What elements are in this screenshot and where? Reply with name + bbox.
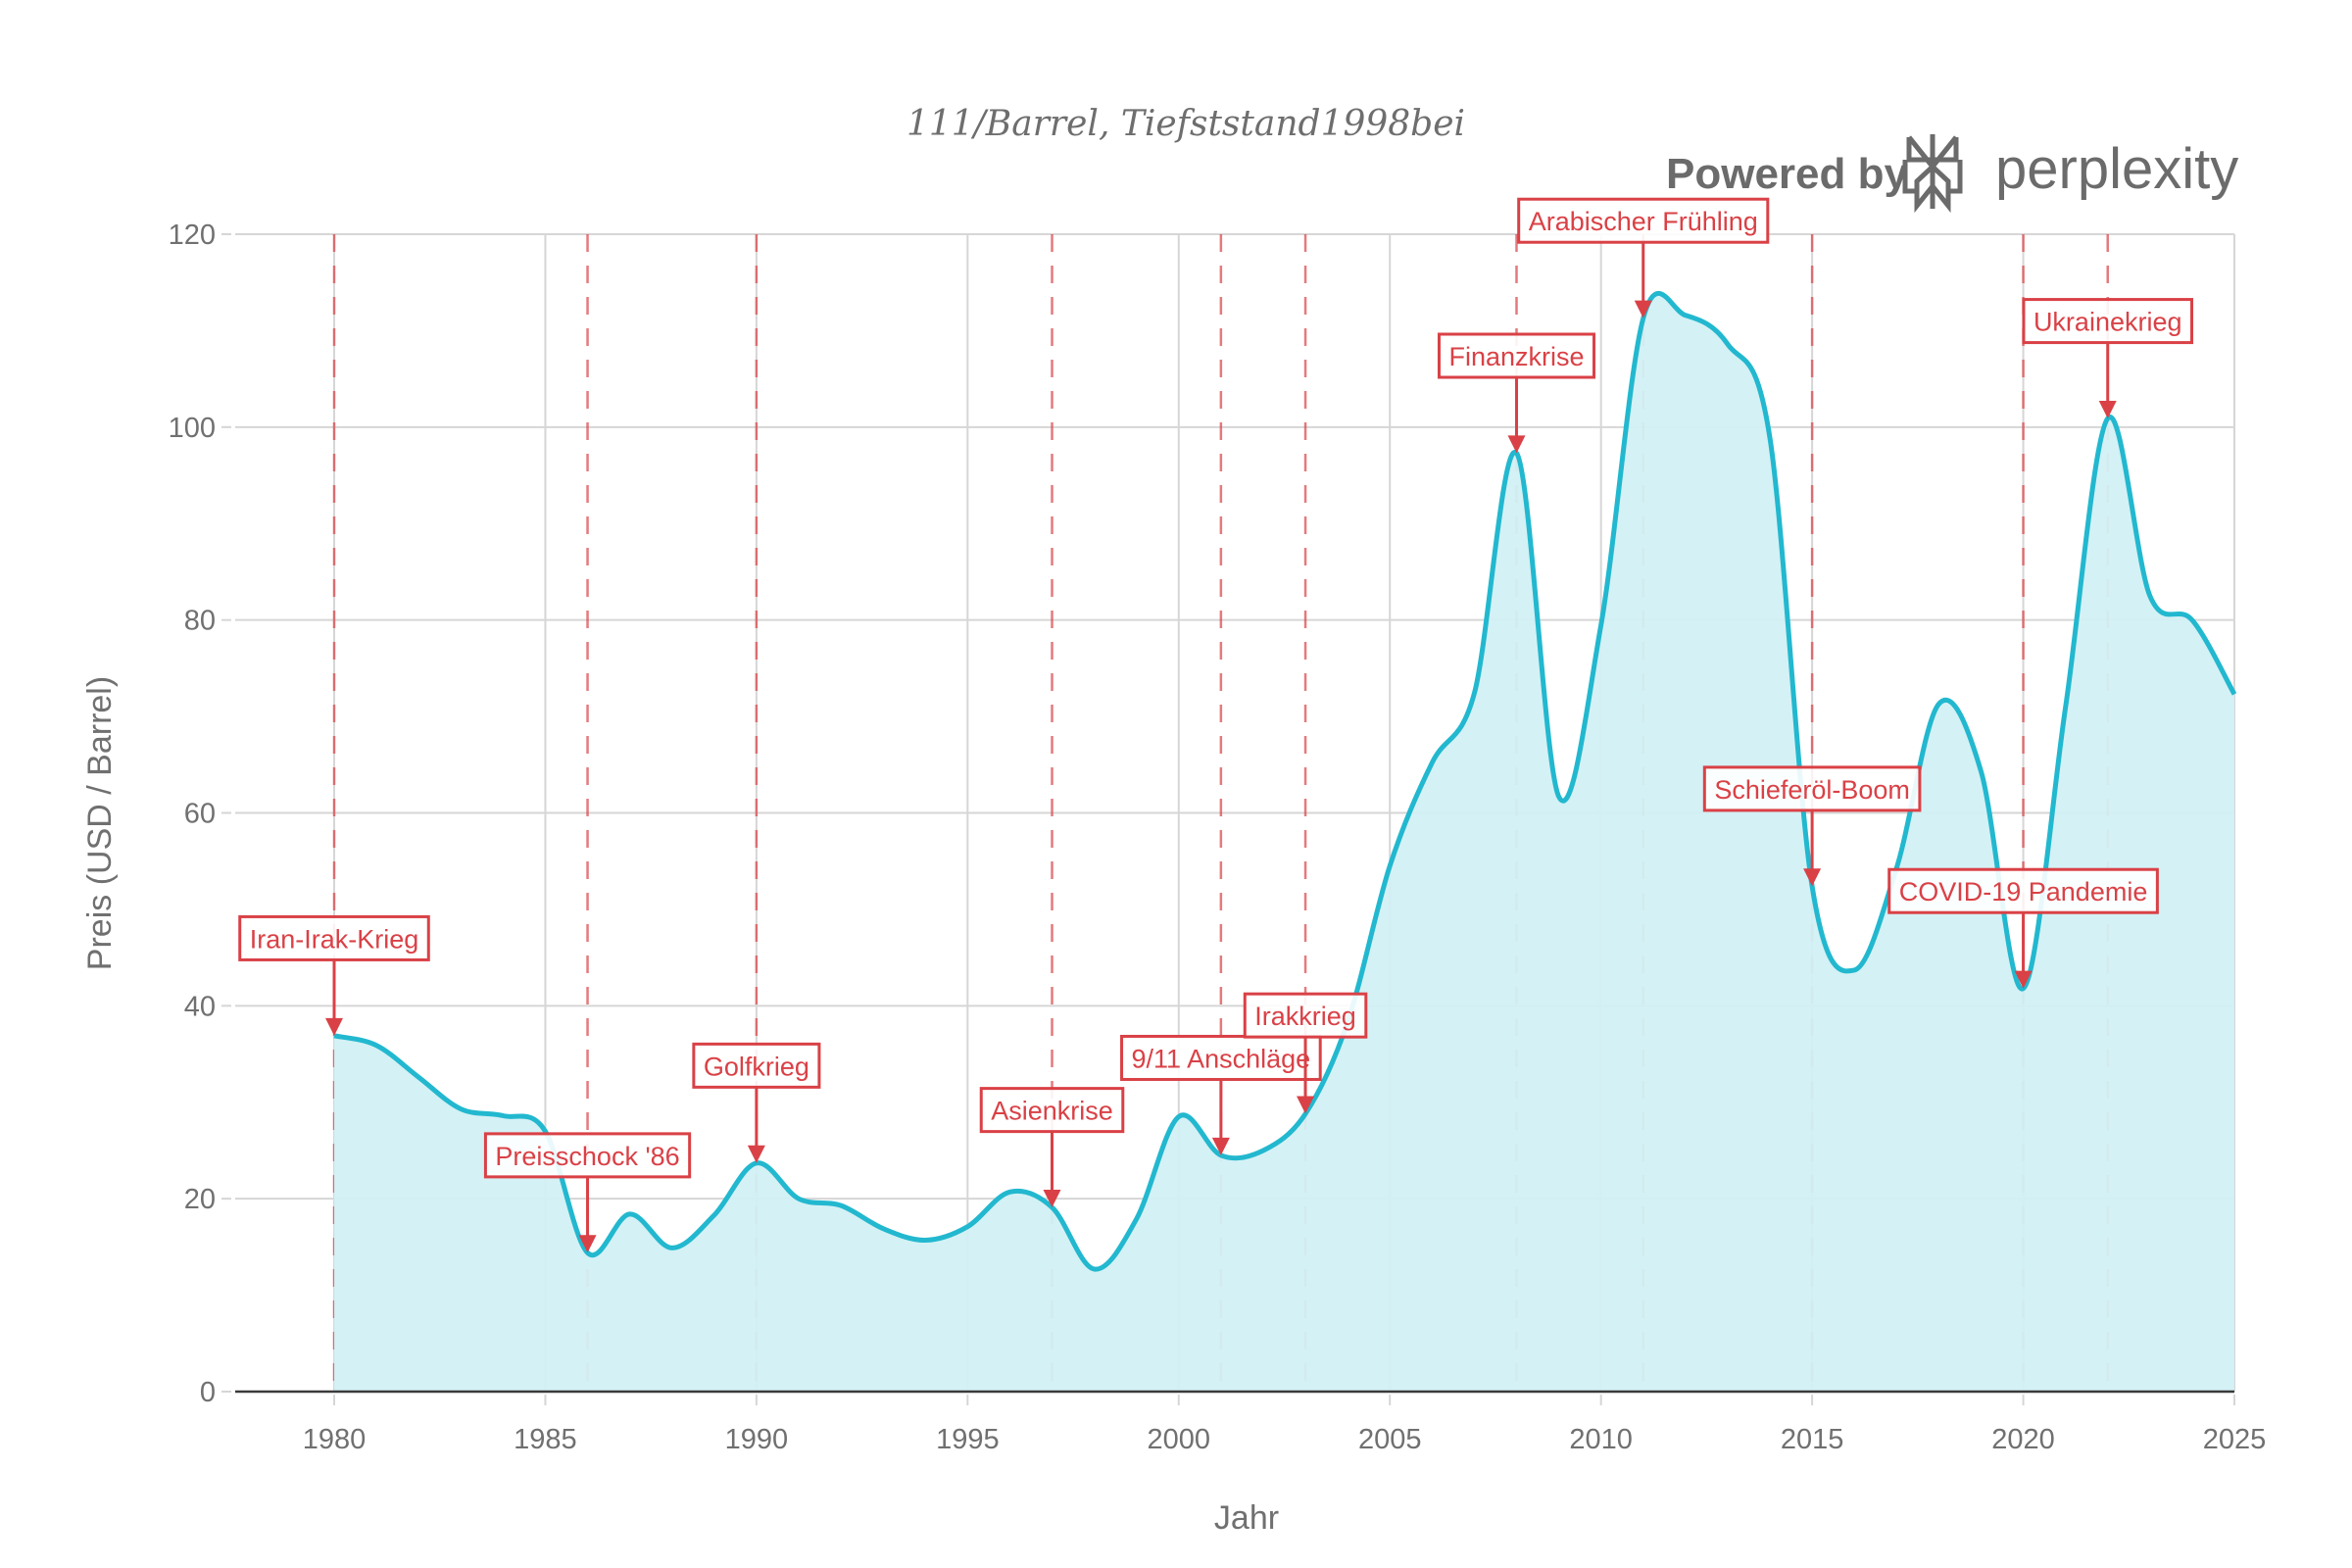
annotation-arrowhead [1634,300,1652,318]
annotation-box [2022,298,2194,345]
annotation-arrowhead [1211,1137,1230,1155]
annotation-arrowhead [2098,400,2117,418]
annotation-box [238,914,430,961]
price-line [333,290,2237,1272]
branding: Powered by perplexity [1666,134,2238,214]
annotation-box [1437,332,1596,379]
annotation-label: 9/11 Anschläge [1132,1044,1311,1073]
annotation-label: Preisschock '86 [495,1142,679,1171]
x-tick-label: 2000 [1148,1424,1211,1455]
annotation-golfkrieg: Golfkrieg [692,1042,821,1163]
x-tick-label: 1980 [303,1424,367,1455]
annotation-label: Arabischer Frühling [1529,207,1758,236]
x-tick-label: 2025 [2203,1424,2267,1455]
annotation-finanzkrise: Finanzkrise [1437,332,1596,454]
chart-title: 111/Barrel, Tiefststand1998bei [906,104,1465,144]
annotation-label: Schieferöl-Boom [1714,775,1910,805]
annotation-iran-irak-krieg: Iran-Irak-Krieg [238,914,430,1036]
annotation-box [483,1132,692,1179]
x-tick-label: 1985 [514,1424,577,1455]
axes: 0 20 40 60 80 100 120 1980 1985 1990 1995 2000 2005 2… [169,220,2267,1455]
annotation-9-11-anschl-ge: 9/11 Anschläge [1120,1034,1322,1155]
area-fill [334,293,2234,1393]
annotation-arrowhead [578,1235,597,1253]
annotation-ukrainekrieg: Ukrainekrieg [2022,298,2194,418]
annotation-preisschock-86: Preisschock '86 [483,1132,692,1253]
annotation-label: Asienkrise [991,1097,1113,1126]
annotation-arrowhead [2014,970,2033,989]
annotation-label: Golfkrieg [704,1052,809,1081]
annotation-box [1120,1034,1322,1081]
annotations: Iran-Irak-Krieg Preisschock '86 Golfkrieg A… [238,197,2194,1253]
annotation-arrowhead [1297,1096,1315,1114]
annotation-box [1243,992,1368,1039]
x-axis-title: Jahr [1214,1499,1279,1537]
annotation-arabischer-fr-hling: Arabischer Frühling [1517,197,1770,318]
annotation-arrowhead [1803,868,1822,887]
annotation-label: Finanzkrise [1448,342,1584,371]
annotation-label: Ukrainekrieg [2034,308,2182,337]
perplexity-logo-icon [1902,134,1963,214]
annotation-arrowhead [325,1017,343,1036]
area-series [333,290,2237,1393]
annotation-schiefer-l-boom: Schieferöl-Boom [1702,765,1922,887]
annotation-box [1517,197,1770,244]
x-tick-label: 1990 [725,1424,789,1455]
x-tick-label: 2015 [1781,1424,1844,1455]
x-tick-label: 2010 [1569,1424,1633,1455]
y-tick-label: 80 [184,606,216,637]
annotation-label: COVID-19 Pandemie [1899,877,2148,906]
annotation-asienkrise: Asienkrise [979,1087,1125,1208]
y-tick-label: 60 [184,799,216,830]
y-tick-label: 0 [200,1377,216,1408]
powered-by-text: Powered by [1666,150,1908,198]
annotation-label: Irakkrieg [1254,1002,1356,1031]
annotation-arrowhead [1507,435,1526,454]
annotation-arrowhead [747,1145,765,1163]
annotation-covid-19-pandemie: COVID-19 Pandemie [1887,867,2159,989]
x-tick-label: 1995 [936,1424,1000,1455]
y-tick-label: 40 [184,991,216,1022]
y-tick-label: 120 [169,220,216,251]
annotation-box [692,1042,821,1089]
annotation-irakkrieg: Irakkrieg [1243,992,1368,1114]
annotation-arrowhead [1043,1190,1061,1208]
y-tick-label: 20 [184,1184,216,1215]
y-tick-label: 100 [169,413,216,444]
perplexity-wordmark: perplexity [1995,137,2238,201]
x-tick-label: 2020 [1991,1424,2055,1455]
annotation-box [1887,867,2159,914]
annotation-box [979,1087,1125,1134]
annotation-label: Iran-Irak-Krieg [250,924,419,954]
x-tick-label: 2005 [1358,1424,1422,1455]
y-axis-title: Preis (USD / Barrel) [81,676,119,970]
